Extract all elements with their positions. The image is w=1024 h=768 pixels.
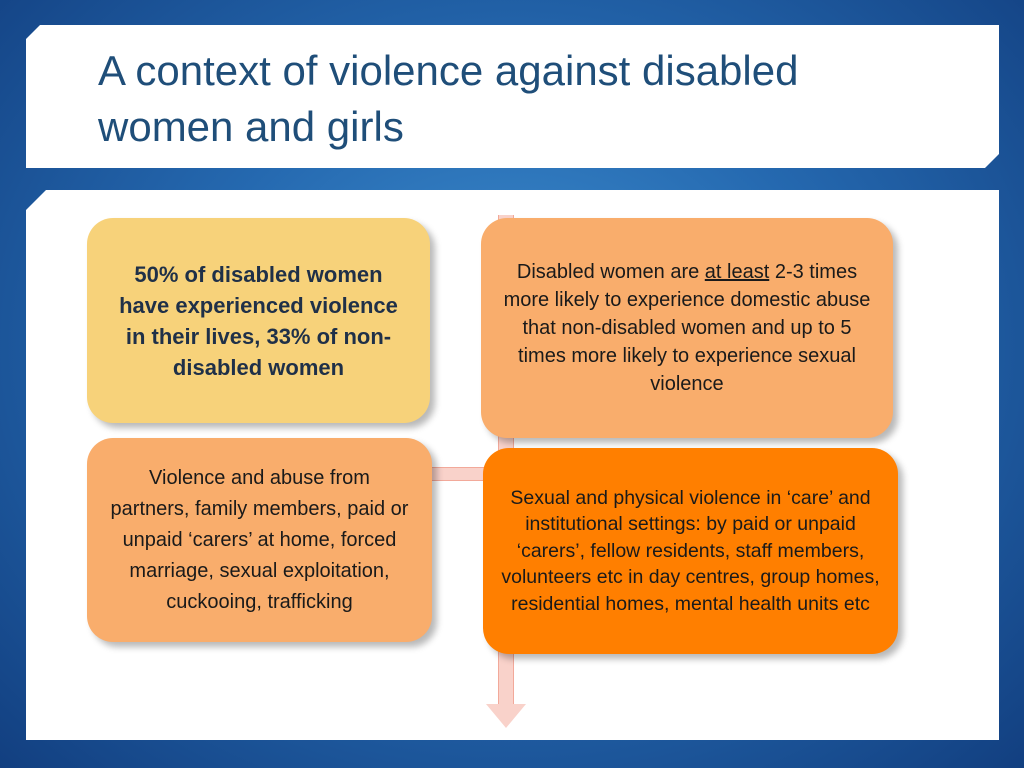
care-settings-card-text: Sexual and physical violence in ‘care’ a… xyxy=(501,486,880,615)
statistic-card-text: 50% of disabled women have experienced v… xyxy=(119,261,398,380)
abuse-types-card-text: Violence and abuse from partners, family… xyxy=(110,466,409,613)
abuse-types-card: Violence and abuse from partners, family… xyxy=(87,438,432,642)
care-settings-card: Sexual and physical violence in ‘care’ a… xyxy=(483,448,898,654)
likelihood-card-text: Disabled women are at least 2-3 times mo… xyxy=(499,258,875,398)
likelihood-text-start: Disabled women are xyxy=(516,261,705,283)
title-panel: A context of violence against disabled w… xyxy=(26,25,999,168)
likelihood-card: Disabled women are at least 2-3 times mo… xyxy=(481,218,893,438)
statistic-card: 50% of disabled women have experienced v… xyxy=(87,218,430,423)
likelihood-emphasis: at least xyxy=(704,261,770,283)
slide-title: A context of violence against disabled w… xyxy=(98,47,799,150)
likelihood-text-end: 2-3 times more likely to experience dome… xyxy=(503,261,871,395)
timeline-arrow-down-icon xyxy=(486,704,526,728)
